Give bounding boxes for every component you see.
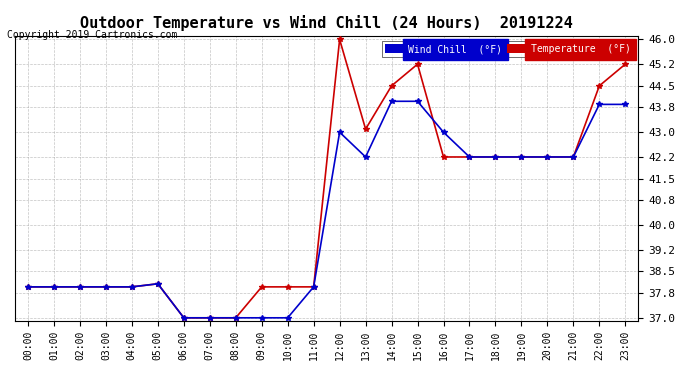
Title: Outdoor Temperature vs Wind Chill (24 Hours)  20191224: Outdoor Temperature vs Wind Chill (24 Ho… [80, 15, 573, 31]
Text: Copyright 2019 Cartronics.com: Copyright 2019 Cartronics.com [7, 30, 177, 39]
Legend: Wind Chill  (°F), Temperature  (°F): Wind Chill (°F), Temperature (°F) [382, 41, 633, 57]
